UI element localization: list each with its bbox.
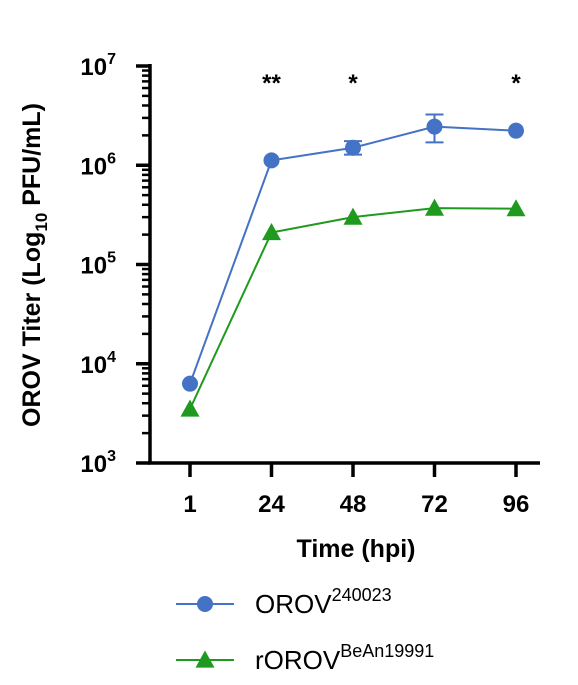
data-point: [182, 375, 198, 392]
y-tick-base: 10: [80, 253, 107, 280]
y-tick-exponent: 4: [107, 349, 116, 366]
x-tick-label: 48: [340, 491, 367, 518]
legend-label-superscript: BeAn19991: [340, 641, 434, 661]
data-point: [263, 152, 280, 169]
y-axis-title-subscript: 10: [32, 213, 51, 232]
data-point: [343, 207, 363, 225]
data-point: [180, 399, 200, 417]
significance-marker: *: [348, 70, 358, 97]
x-axis-title: Time (hpi): [297, 535, 416, 563]
legend-item: OROV240023: [176, 585, 392, 619]
y-tick-exponent: 5: [107, 250, 116, 267]
legend-swatch-marker: [197, 596, 213, 612]
y-axis-title-part1: OROV Titer (Log: [18, 232, 46, 427]
y-tick-exponent: 6: [107, 150, 116, 167]
y-axis-title: OROV Titer (Log10 PFU/mL): [18, 103, 51, 427]
series-line: [189, 125, 517, 385]
legend-swatch-marker: [195, 650, 215, 668]
y-tick-base: 10: [80, 153, 107, 180]
series-layer: [180, 113, 526, 417]
legend: OROV240023 rOROVBeAn19991: [176, 585, 434, 675]
x-tick-label: 24: [258, 491, 285, 518]
y-tick-label: 106: [80, 150, 116, 180]
y-tick-base: 10: [80, 352, 107, 379]
y-tick-exponent: 3: [107, 448, 116, 465]
data-point: [425, 198, 444, 216]
x-tick-label: 72: [421, 491, 448, 518]
legend-label-superscript: 240023: [332, 585, 392, 605]
series-orov-240023: [182, 113, 524, 392]
legend-label-base: rOROV: [255, 645, 341, 675]
y-tick-label: 104: [80, 349, 116, 379]
x-tick-label: 96: [503, 491, 530, 518]
y-tick-label: 107: [80, 51, 116, 81]
data-point: [262, 223, 281, 241]
y-tick-exponent: 7: [107, 51, 116, 68]
legend-label-base: OROV: [255, 589, 332, 619]
x-tick-labels: 1 24 48 72 96: [183, 491, 529, 518]
data-point: [506, 199, 526, 217]
significance-marker: **: [262, 70, 281, 97]
legend-label: rOROVBeAn19991: [255, 641, 434, 675]
x-tick-label: 1: [183, 491, 196, 518]
data-point: [426, 118, 443, 135]
legend-item: rOROVBeAn19991: [176, 641, 434, 675]
significance-marker: *: [511, 70, 521, 97]
y-tick-base: 10: [80, 54, 107, 81]
data-point: [508, 122, 524, 139]
axes: [136, 64, 540, 477]
legend-label: OROV240023: [255, 585, 392, 619]
series-line: [189, 207, 517, 410]
significance-annotations: ** * *: [262, 70, 521, 97]
y-tick-label: 105: [80, 250, 116, 280]
y-tick-label: 103: [80, 448, 116, 478]
data-point: [345, 139, 361, 156]
y-tick-base: 10: [80, 451, 107, 478]
series-rorov-bean19991: [180, 198, 526, 417]
y-axis-title-part2: PFU/mL): [18, 103, 46, 213]
